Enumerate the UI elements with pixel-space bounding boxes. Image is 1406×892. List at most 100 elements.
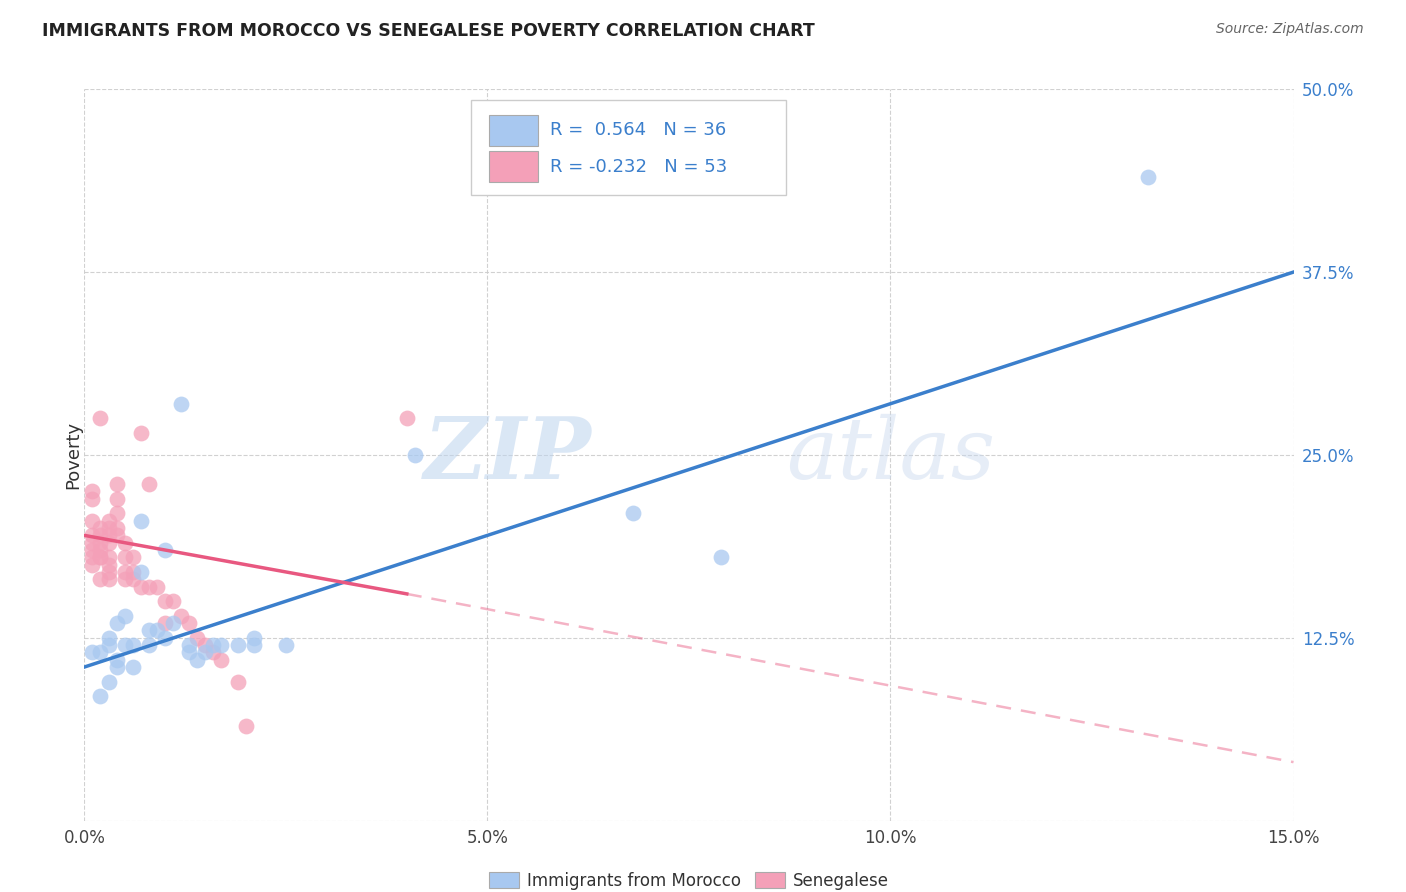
Point bbox=[89, 690, 111, 704]
Point bbox=[105, 528, 128, 542]
Text: IMMIGRANTS FROM MOROCCO VS SENEGALESE POVERTY CORRELATION CHART: IMMIGRANTS FROM MOROCCO VS SENEGALESE PO… bbox=[42, 22, 815, 40]
Point bbox=[105, 491, 128, 506]
Text: atlas: atlas bbox=[786, 414, 995, 496]
Point bbox=[105, 616, 128, 631]
Point bbox=[114, 572, 136, 586]
Point bbox=[89, 645, 111, 659]
Point bbox=[138, 477, 160, 491]
Text: R = -0.232   N = 53: R = -0.232 N = 53 bbox=[550, 158, 727, 176]
Point bbox=[710, 550, 733, 565]
Point bbox=[97, 550, 120, 565]
Point bbox=[105, 477, 128, 491]
Point bbox=[105, 653, 128, 667]
Point bbox=[202, 645, 225, 659]
Point bbox=[97, 528, 120, 542]
Point bbox=[105, 507, 128, 521]
Point bbox=[89, 411, 111, 425]
Point bbox=[105, 660, 128, 674]
Point bbox=[82, 514, 104, 528]
Point bbox=[97, 572, 120, 586]
Point bbox=[129, 580, 152, 594]
Point bbox=[121, 565, 143, 579]
Point bbox=[621, 507, 644, 521]
Point bbox=[242, 631, 264, 645]
Point bbox=[105, 521, 128, 535]
Point bbox=[114, 608, 136, 623]
Point bbox=[89, 535, 111, 549]
Point bbox=[194, 645, 217, 659]
Point bbox=[82, 645, 104, 659]
Point bbox=[138, 580, 160, 594]
Point bbox=[129, 565, 152, 579]
Point bbox=[89, 550, 111, 565]
Point bbox=[226, 674, 249, 689]
Point bbox=[153, 543, 176, 558]
Point bbox=[170, 397, 193, 411]
Point bbox=[114, 535, 136, 549]
Point bbox=[97, 638, 120, 652]
Point bbox=[138, 638, 160, 652]
Text: R =  0.564   N = 36: R = 0.564 N = 36 bbox=[550, 121, 725, 139]
Point bbox=[235, 718, 257, 732]
Point bbox=[82, 528, 104, 542]
Point bbox=[129, 425, 152, 440]
Point bbox=[82, 535, 104, 549]
FancyBboxPatch shape bbox=[471, 100, 786, 195]
Point bbox=[162, 594, 184, 608]
Point bbox=[146, 580, 169, 594]
Point bbox=[121, 550, 143, 565]
Point bbox=[97, 674, 120, 689]
Point bbox=[194, 638, 217, 652]
Legend: Immigrants from Morocco, Senegalese: Immigrants from Morocco, Senegalese bbox=[482, 865, 896, 892]
Text: Source: ZipAtlas.com: Source: ZipAtlas.com bbox=[1216, 22, 1364, 37]
Point bbox=[179, 645, 201, 659]
Point bbox=[89, 543, 111, 558]
Point bbox=[162, 616, 184, 631]
Point bbox=[89, 521, 111, 535]
Point bbox=[138, 624, 160, 638]
Point bbox=[82, 550, 104, 565]
Point bbox=[82, 491, 104, 506]
Point bbox=[153, 631, 176, 645]
Point bbox=[153, 616, 176, 631]
Point bbox=[121, 638, 143, 652]
Point bbox=[97, 514, 120, 528]
Point bbox=[1137, 169, 1160, 184]
Point bbox=[114, 638, 136, 652]
Point bbox=[121, 572, 143, 586]
Point bbox=[89, 528, 111, 542]
Point bbox=[274, 638, 297, 652]
Point bbox=[82, 543, 104, 558]
Point bbox=[186, 631, 208, 645]
Point bbox=[97, 521, 120, 535]
Point bbox=[179, 616, 201, 631]
Point bbox=[186, 653, 208, 667]
Point bbox=[82, 484, 104, 499]
Point bbox=[97, 535, 120, 549]
FancyBboxPatch shape bbox=[489, 115, 538, 145]
Point bbox=[129, 514, 152, 528]
Point bbox=[114, 565, 136, 579]
Y-axis label: Poverty: Poverty bbox=[65, 421, 82, 489]
Point bbox=[146, 624, 169, 638]
Point bbox=[121, 660, 143, 674]
Point bbox=[395, 411, 418, 425]
Point bbox=[170, 608, 193, 623]
Point bbox=[89, 572, 111, 586]
Point bbox=[153, 594, 176, 608]
Point bbox=[179, 638, 201, 652]
Point bbox=[97, 565, 120, 579]
Point bbox=[404, 448, 426, 462]
FancyBboxPatch shape bbox=[489, 152, 538, 182]
Point bbox=[89, 550, 111, 565]
Point bbox=[97, 631, 120, 645]
Point bbox=[114, 550, 136, 565]
Point bbox=[209, 653, 232, 667]
Point bbox=[209, 638, 232, 652]
Point bbox=[82, 558, 104, 572]
Point bbox=[97, 558, 120, 572]
Point bbox=[202, 638, 225, 652]
Point bbox=[226, 638, 249, 652]
Text: ZIP: ZIP bbox=[425, 413, 592, 497]
Point bbox=[242, 638, 264, 652]
